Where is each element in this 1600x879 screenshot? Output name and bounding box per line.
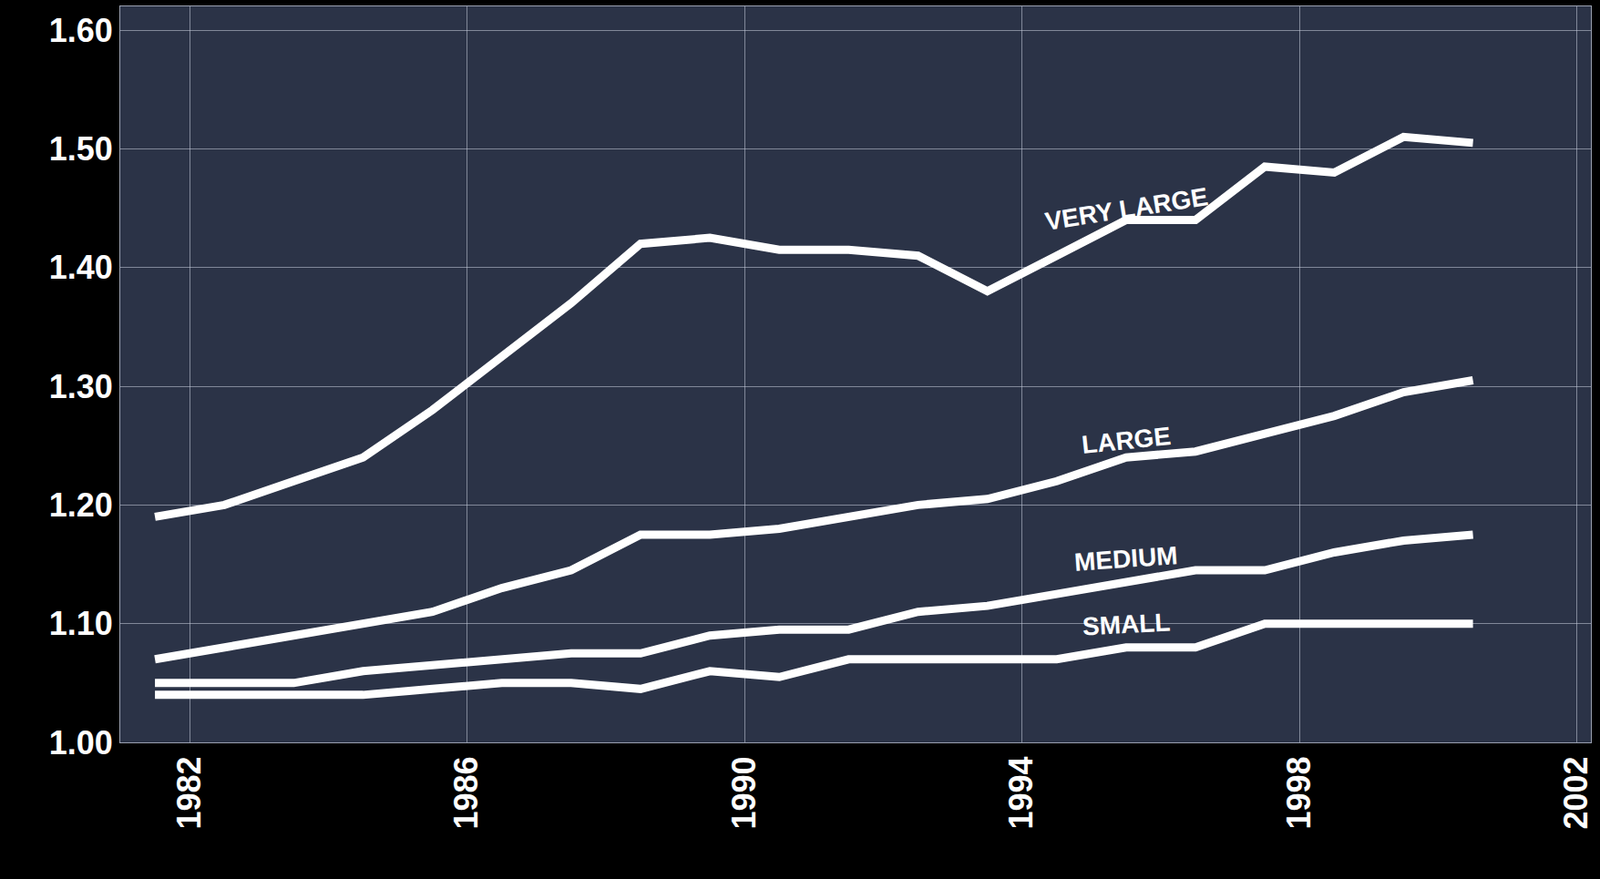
svg-text:1.40: 1.40 — [49, 248, 113, 287]
svg-text:1.00: 1.00 — [49, 724, 113, 762]
svg-text:1990: 1990 — [725, 756, 763, 830]
svg-text:1.10: 1.10 — [49, 605, 113, 643]
svg-text:1.60: 1.60 — [49, 11, 113, 50]
svg-text:MEDIUM: MEDIUM — [1073, 541, 1179, 577]
svg-text:1.50: 1.50 — [49, 130, 113, 168]
svg-text:2002: 2002 — [1557, 756, 1595, 830]
svg-text:1982: 1982 — [170, 756, 208, 830]
svg-text:LARGE: LARGE — [1080, 421, 1173, 460]
svg-text:1.30: 1.30 — [49, 368, 113, 406]
svg-text:1986: 1986 — [447, 756, 485, 830]
svg-text:1998: 1998 — [1280, 756, 1318, 830]
svg-text:1.20: 1.20 — [49, 486, 113, 524]
svg-text:SMALL: SMALL — [1081, 607, 1171, 641]
svg-text:1994: 1994 — [1002, 756, 1040, 830]
svg-text:VERY LARGE: VERY LARGE — [1043, 182, 1211, 236]
